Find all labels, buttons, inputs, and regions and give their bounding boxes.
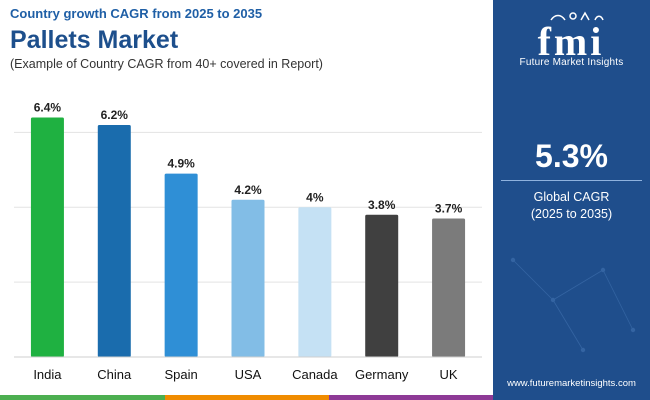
- bar-usa: [231, 199, 265, 357]
- stripe-segment: [0, 395, 165, 400]
- data-label-germany: 3.8%: [368, 198, 396, 212]
- data-label-usa: 4.2%: [234, 183, 262, 197]
- bar-chart: 6.4% 6.2% 4.9% 4.2% 4% 3.8% 3.7% India China Spa…: [14, 100, 482, 382]
- global-cagr-period: (2025 to 2035): [530, 207, 613, 221]
- logo-subtitle: Future Market Insights: [519, 57, 624, 68]
- x-tick-label-india: India: [33, 367, 62, 382]
- stripe-segment: [329, 395, 493, 400]
- data-label-india: 6.4%: [34, 100, 62, 114]
- chart-subtitle: Country growth CAGR from 2025 to 2035: [10, 6, 263, 21]
- website-link[interactable]: www.futuremarketinsights.com: [507, 378, 636, 389]
- side-panel: fmi Future Market Insights 5.3% Global C…: [493, 0, 650, 400]
- x-tick-label-spain: Spain: [165, 367, 198, 382]
- x-tick-label-usa: USA: [235, 367, 262, 382]
- decorative-network: [510, 257, 636, 353]
- kpi-divider: [501, 180, 642, 181]
- bar-germany: [365, 214, 399, 357]
- x-tick-label-china: China: [97, 367, 132, 382]
- x-tick-labels: India China Spain USA Canada Germany UK: [33, 367, 458, 382]
- global-cagr-label: Global CAGR: [533, 190, 610, 204]
- fmi-logo: fmi: [493, 2, 650, 72]
- bar-uk: [432, 218, 466, 357]
- data-label-canada: 4%: [306, 190, 324, 204]
- x-tick-label-canada: Canada: [292, 367, 338, 382]
- x-tick-label-germany: Germany: [355, 367, 409, 382]
- chart-title: Pallets Market: [10, 26, 179, 54]
- x-tick-label-uk: UK: [440, 367, 458, 382]
- bar-spain: [164, 173, 198, 357]
- logo-icons: [550, 11, 604, 21]
- data-label-spain: 4.9%: [167, 157, 195, 171]
- bar-canada: [298, 207, 332, 357]
- chart-note: (Example of Country CAGR from 40+ covere…: [10, 57, 323, 71]
- bar-india: [30, 117, 64, 357]
- bar-china: [97, 124, 131, 357]
- bottom-stripe: [0, 395, 493, 400]
- bars: [30, 117, 466, 357]
- stripe-segment: [165, 395, 329, 400]
- data-labels: 6.4% 6.2% 4.9% 4.2% 4% 3.8% 3.7%: [34, 100, 463, 215]
- global-cagr-value: 5.3%: [535, 138, 608, 174]
- data-label-uk: 3.7%: [435, 202, 463, 216]
- logo-text: fmi: [538, 19, 605, 62]
- data-label-china: 6.2%: [101, 108, 129, 122]
